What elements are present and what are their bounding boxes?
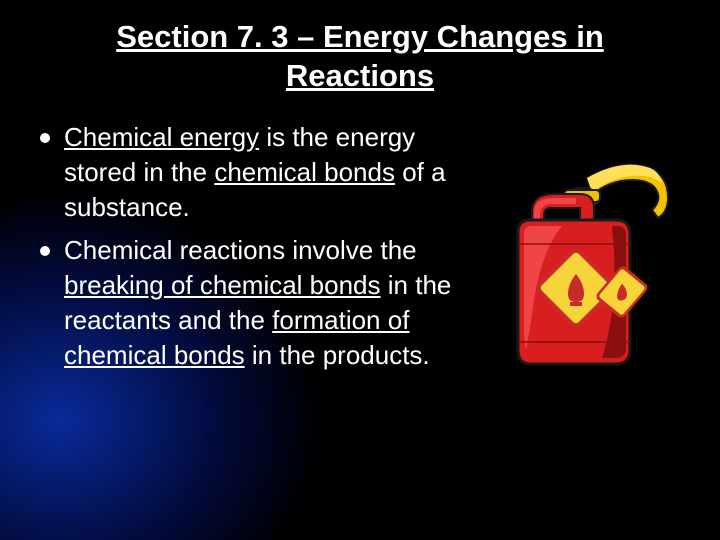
content-row: Chemical energy is the energy stored in … — [40, 120, 680, 521]
gas-can-icon — [482, 150, 680, 380]
bullet-text: Chemical reactions involve the breaking … — [64, 233, 472, 373]
slide-title: Section 7. 3 – Energy Changes in Reactio… — [40, 18, 680, 96]
bullet-list: Chemical energy is the energy stored in … — [40, 120, 482, 521]
bullet-dot-icon — [40, 246, 50, 256]
bullet-dot-icon — [40, 133, 50, 143]
bullet-item: Chemical reactions involve the breaking … — [40, 233, 472, 373]
bullet-text: Chemical energy is the energy stored in … — [64, 120, 472, 225]
clipart-container — [482, 120, 680, 521]
bullet-item: Chemical energy is the energy stored in … — [40, 120, 472, 225]
slide: Section 7. 3 – Energy Changes in Reactio… — [0, 0, 720, 540]
